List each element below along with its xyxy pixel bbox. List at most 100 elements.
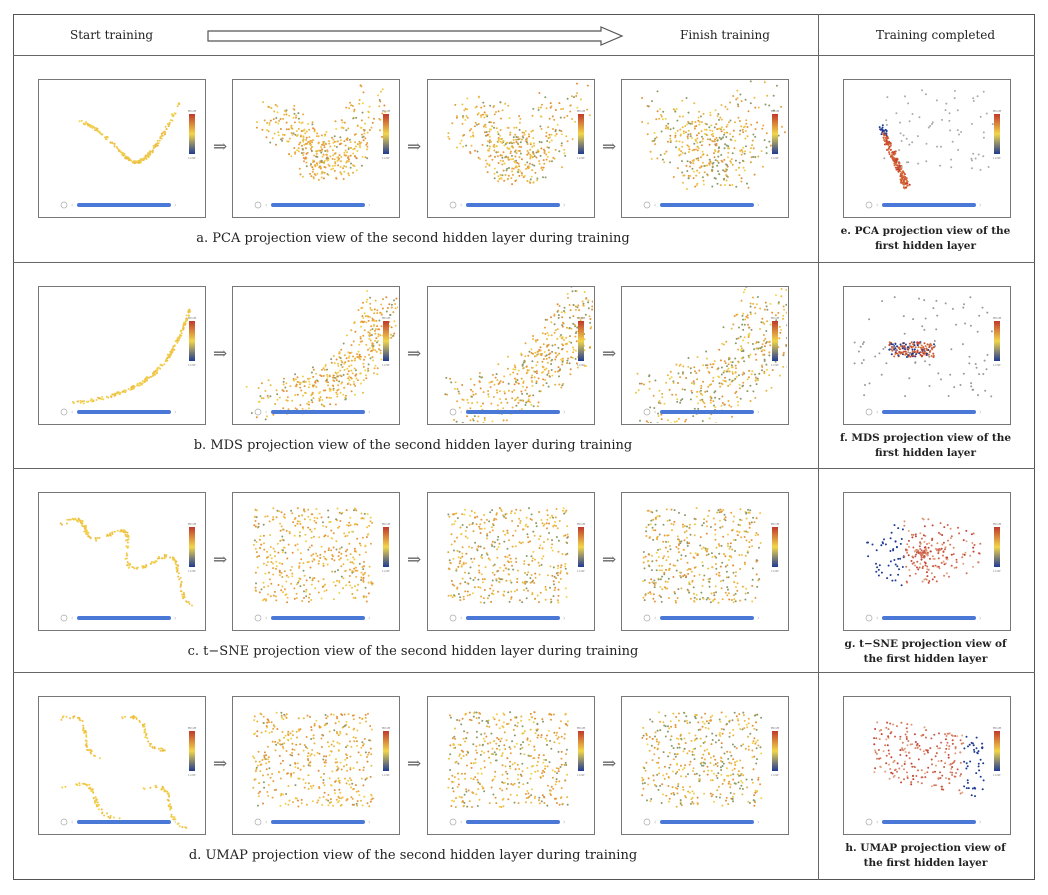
data-point [928, 385, 931, 387]
data-point [660, 113, 662, 116]
prev-icon[interactable]: ‹ [654, 202, 656, 209]
next-icon[interactable]: › [563, 202, 565, 209]
data-point [359, 544, 362, 547]
next-icon[interactable]: › [757, 202, 759, 209]
data-point [342, 342, 345, 345]
data-point [281, 535, 284, 538]
play-button[interactable] [60, 201, 68, 209]
next-icon[interactable]: › [368, 409, 370, 416]
prev-icon[interactable]: ‹ [71, 615, 73, 622]
data-point [672, 176, 675, 178]
epoch-slider[interactable] [466, 616, 560, 620]
epoch-slider[interactable] [271, 616, 365, 620]
data-point [548, 160, 551, 163]
data-point [562, 507, 565, 510]
data-point [762, 321, 765, 324]
next-icon[interactable]: › [757, 409, 759, 416]
data-point [184, 323, 187, 326]
data-point [371, 328, 374, 331]
data-point [750, 313, 752, 316]
data-point [447, 132, 450, 135]
epoch-slider[interactable] [466, 203, 560, 207]
epoch-slider[interactable] [77, 410, 171, 414]
data-point [148, 152, 151, 155]
prev-icon[interactable]: ‹ [71, 409, 73, 416]
data-point [266, 415, 268, 418]
prev-icon[interactable]: ‹ [460, 615, 462, 622]
epoch-slider[interactable] [77, 203, 171, 207]
next-icon[interactable]: › [563, 615, 565, 622]
data-point [551, 358, 553, 361]
next-icon[interactable]: › [979, 409, 981, 416]
play-button[interactable] [449, 614, 457, 622]
prev-icon[interactable]: ‹ [71, 202, 73, 209]
data-point [695, 507, 698, 510]
data-point [542, 176, 544, 179]
next-icon[interactable]: › [979, 202, 981, 209]
play-button[interactable] [449, 408, 457, 416]
next-icon[interactable]: › [368, 202, 370, 209]
prev-icon[interactable]: ‹ [265, 409, 267, 416]
data-point [734, 600, 737, 603]
data-point [380, 303, 383, 306]
next-icon[interactable]: › [368, 615, 370, 622]
data-point [575, 95, 578, 97]
prev-icon[interactable]: ‹ [654, 409, 656, 416]
play-button[interactable] [254, 614, 262, 622]
data-point [514, 180, 517, 182]
data-point [365, 321, 368, 324]
prev-icon[interactable]: ‹ [460, 202, 462, 209]
play-button[interactable] [643, 201, 651, 209]
data-point [755, 303, 758, 306]
data-point [890, 345, 893, 348]
play-button[interactable] [643, 408, 651, 416]
play-button[interactable] [865, 408, 873, 416]
data-point [346, 373, 349, 376]
epoch-slider[interactable] [271, 410, 365, 414]
data-point [511, 183, 514, 186]
next-icon[interactable]: › [174, 409, 176, 416]
data-point [676, 129, 679, 132]
data-point [523, 589, 525, 592]
epoch-slider[interactable] [882, 203, 976, 207]
next-icon[interactable]: › [174, 615, 176, 622]
prev-icon[interactable]: ‹ [460, 409, 462, 416]
play-button[interactable] [865, 201, 873, 209]
epoch-slider[interactable] [271, 203, 365, 207]
data-point [891, 158, 894, 160]
data-point [456, 586, 459, 589]
next-icon[interactable]: › [174, 202, 176, 209]
data-point [273, 110, 276, 113]
play-button[interactable] [449, 201, 457, 209]
data-point [276, 105, 279, 108]
data-point [740, 153, 743, 156]
data-point [274, 403, 277, 405]
data-point [327, 163, 330, 166]
data-point [768, 104, 771, 107]
epoch-slider[interactable] [660, 203, 754, 207]
play-button[interactable] [60, 408, 68, 416]
play-button[interactable] [254, 201, 262, 209]
prev-icon[interactable]: ‹ [265, 202, 267, 209]
data-point [655, 569, 658, 572]
data-point [714, 390, 717, 393]
next-icon[interactable]: › [563, 409, 565, 416]
data-point [541, 360, 544, 363]
data-point [698, 123, 701, 126]
prev-icon[interactable]: ‹ [876, 202, 878, 209]
data-point [672, 523, 675, 526]
data-point [675, 363, 678, 366]
epoch-slider[interactable] [660, 410, 754, 414]
data-point [254, 571, 257, 574]
epoch-slider[interactable] [77, 616, 171, 620]
epoch-slider[interactable] [466, 410, 560, 414]
data-point [269, 141, 272, 144]
prev-icon[interactable]: ‹ [265, 615, 267, 622]
projection-view: HIGH LOW ‹ › [427, 79, 595, 218]
play-button[interactable] [60, 614, 68, 622]
play-button[interactable] [254, 408, 262, 416]
data-point [457, 556, 460, 559]
prev-icon[interactable]: ‹ [876, 409, 878, 416]
data-point [708, 162, 711, 165]
epoch-slider[interactable] [882, 410, 976, 414]
